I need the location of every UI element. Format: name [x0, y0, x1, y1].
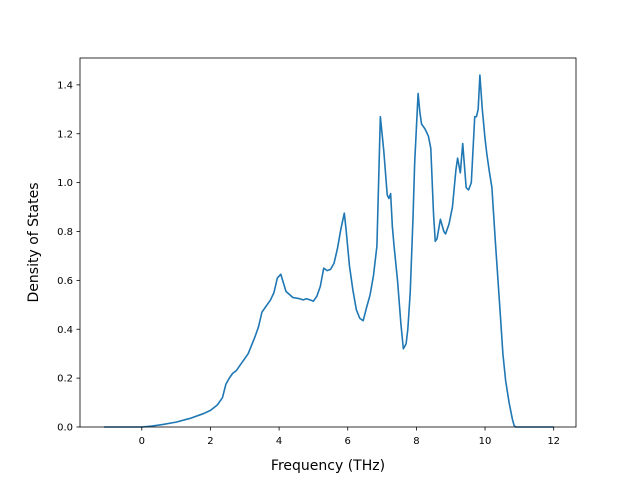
y-tick-label: 0.2: [57, 374, 73, 385]
y-tick-label: 1.2: [57, 129, 73, 140]
y-tick-label: 0.8: [57, 227, 73, 238]
x-tick-label: 2: [207, 436, 213, 447]
dos-series-line: [104, 74, 554, 428]
x-axis-ticks: 0 2 4 6 8 10 12: [139, 427, 560, 447]
x-tick-label: 6: [345, 436, 351, 447]
x-tick-label: 8: [413, 436, 419, 447]
x-axis-label: Frequency (THz): [271, 458, 385, 474]
plot-area: [104, 74, 554, 428]
y-tick-label: 0.4: [57, 325, 73, 336]
x-tick-label: 4: [276, 436, 282, 447]
y-tick-label: 0.0: [57, 423, 73, 434]
x-tick-label: 12: [547, 436, 560, 447]
y-tick-label: 0.6: [57, 276, 73, 287]
y-axis-label: Density of States: [26, 183, 42, 303]
y-tick-label: 1.0: [57, 178, 73, 189]
x-tick-label: 0: [139, 436, 145, 447]
x-tick-label: 10: [479, 436, 492, 447]
y-axis-ticks: 0.0 0.2 0.4 0.6 0.8 1.0 1.2 1.4: [57, 80, 80, 434]
axes-frame: [79, 57, 577, 428]
y-tick-label: 1.4: [57, 80, 73, 91]
